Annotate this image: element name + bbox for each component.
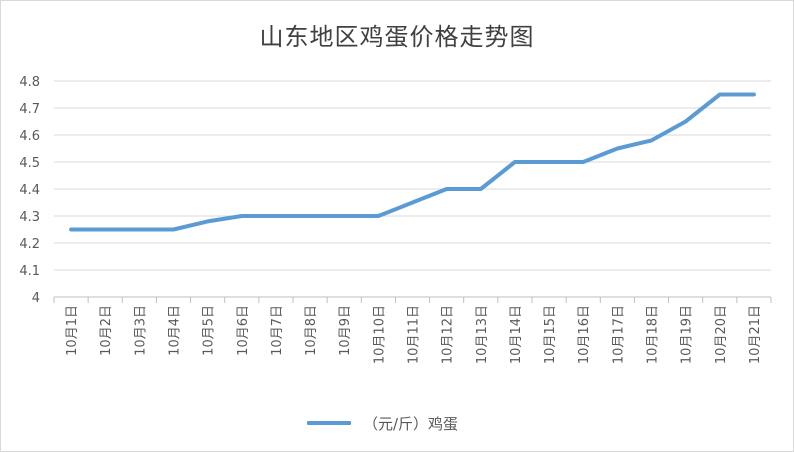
y-tick-label: 4.8 xyxy=(19,75,40,90)
x-tick-label: 10月5日 xyxy=(202,305,217,356)
x-tick-label: 10月10日 xyxy=(372,305,387,364)
x-tick-label: 10月4日 xyxy=(168,305,183,356)
legend-label: （元/斤）鸡蛋 xyxy=(363,414,459,433)
y-tick-label: 4.5 xyxy=(19,156,40,171)
y-tick-label: 4.7 xyxy=(19,102,40,117)
y-tick-label: 4.3 xyxy=(19,210,40,225)
x-tick-label: 10月13日 xyxy=(475,305,490,364)
y-tick-label: 4.4 xyxy=(19,183,40,198)
series-line xyxy=(69,92,756,232)
legend-swatch xyxy=(307,421,351,425)
legend: （元/斤）鸡蛋 xyxy=(307,411,458,435)
x-tick-label: 10月6日 xyxy=(236,305,251,356)
y-tick-label: 4.2 xyxy=(19,237,40,252)
y-tick-label: 4.6 xyxy=(19,129,40,144)
x-tick-label: 10月8日 xyxy=(304,305,319,356)
y-tick-label: 4.1 xyxy=(19,264,40,279)
x-tick-label: 10月9日 xyxy=(338,305,353,356)
x-tick-label: 10月18日 xyxy=(646,305,661,364)
x-tick-label: 10月15日 xyxy=(543,305,558,364)
x-tick-label: 10月7日 xyxy=(270,305,285,356)
x-tick-label: 10月21日 xyxy=(748,305,763,364)
x-tick-label: 10月11日 xyxy=(407,305,422,364)
x-tick-label: 10月12日 xyxy=(441,305,456,364)
x-tick-label: 10月2日 xyxy=(99,305,114,356)
x-tick-label: 10月20日 xyxy=(714,305,729,364)
line-chart: 4 4.1 4.2 4.3 4.4 4.5 4.6 4.7 4.8 10月1日 10月2日 10月3日… xyxy=(19,75,772,364)
x-tick-label: 10月3日 xyxy=(133,305,148,356)
x-tick-label: 10月19日 xyxy=(680,305,695,364)
x-tick-label: 10月14日 xyxy=(509,305,524,364)
x-tick-label: 10月17日 xyxy=(611,305,626,364)
x-tick-label: 10月16日 xyxy=(577,305,592,364)
x-tick-label: 10月1日 xyxy=(65,305,80,356)
y-tick-label: 4 xyxy=(32,291,40,306)
chart-title: 山东地区鸡蛋价格走势图 xyxy=(259,23,535,51)
